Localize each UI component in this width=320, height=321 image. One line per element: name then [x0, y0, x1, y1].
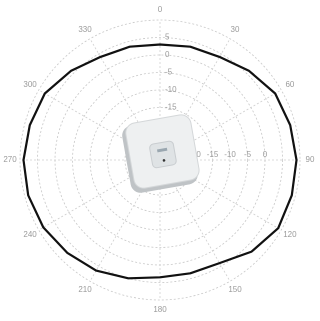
- radial-tick-label: 0: [263, 150, 268, 159]
- angle-tick-label: 210: [78, 285, 92, 294]
- radial-tick-label: -15: [207, 150, 219, 159]
- radial-tick-label: -10: [224, 150, 236, 159]
- radial-tick-label: -10: [165, 85, 177, 94]
- chart: 0 30 60 90 120 150 180 210 240 270 300 330 5 0 0 -5 -5 -1…: [0, 0, 318, 316]
- angle-tick-label: 0: [158, 5, 163, 14]
- radial-tick-label: -5: [244, 150, 252, 159]
- angle-tick-label: 60: [285, 80, 294, 89]
- angle-tick-label: 180: [153, 305, 167, 314]
- radial-tick-label: 5: [165, 33, 170, 42]
- device-panel: [149, 141, 177, 169]
- angle-tick-label: 90: [306, 155, 315, 164]
- angle-tick-label: 240: [23, 230, 37, 239]
- radial-tick-label: 0: [165, 50, 170, 59]
- angle-tick-label: 150: [228, 285, 242, 294]
- angle-tick-label: 330: [78, 25, 92, 34]
- device-image: [120, 113, 201, 194]
- radial-tick-label: -15: [165, 103, 177, 112]
- radial-tick-label: -5: [165, 68, 173, 77]
- angle-tick-label: 30: [231, 25, 240, 34]
- angle-tick-label: 120: [283, 230, 297, 239]
- angle-tick-label: 270: [3, 155, 17, 164]
- angle-tick-label: 300: [23, 80, 37, 89]
